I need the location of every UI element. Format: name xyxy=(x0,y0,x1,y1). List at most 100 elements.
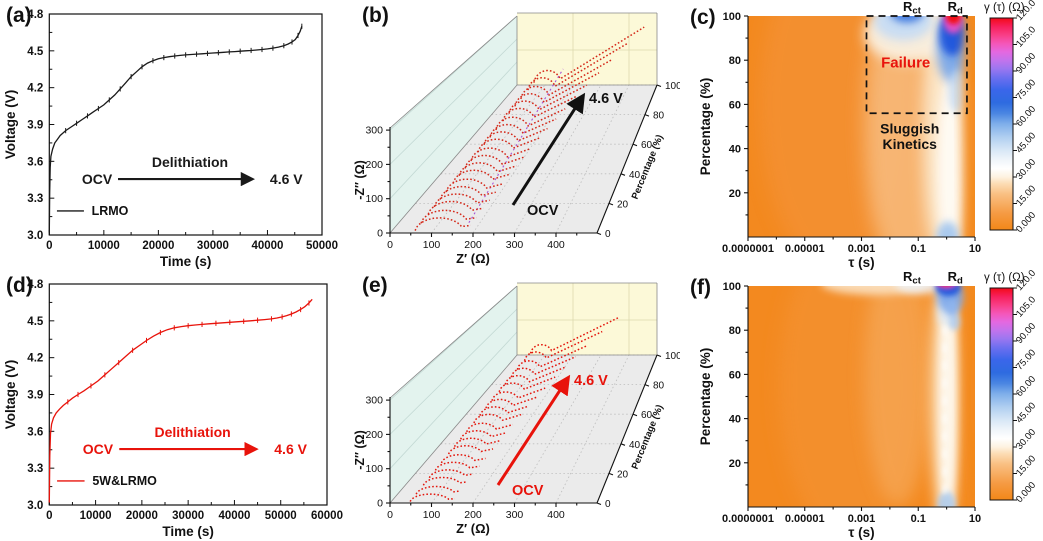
box-edges xyxy=(389,282,658,504)
legend-label: 5W&LRMO xyxy=(92,474,157,488)
eis-curve-pct-11 xyxy=(427,200,484,215)
heatmap-blob-12 xyxy=(936,221,960,237)
legend: 5W&LRMO xyxy=(57,474,157,488)
eis-curve-pct-74 xyxy=(502,95,577,122)
eis-curve-pct-79 xyxy=(504,366,566,385)
y-tick-label: 3.6 xyxy=(27,426,43,438)
y-tick-label: 60 xyxy=(729,369,741,381)
eis-curve-pct-21 xyxy=(439,185,496,200)
peak-label-d: Rd xyxy=(948,270,963,287)
eis-curve-pct-26 xyxy=(445,178,503,193)
y-tick-label: 100 xyxy=(365,463,383,475)
x-tick-label: 200 xyxy=(464,509,482,521)
eis-curve-pct-58 xyxy=(483,127,548,145)
annotation-ocv: OCV xyxy=(83,441,114,457)
series-markers xyxy=(67,300,310,405)
annotation-sluggish-kinetics: Kinetics xyxy=(882,136,937,152)
y-axis-label: Voltage (V) xyxy=(3,360,18,430)
x-tick-label: 10 xyxy=(969,243,981,255)
x-tick-label: 0.0000001 xyxy=(722,243,774,255)
eis-curve-pct-0 xyxy=(414,217,471,231)
panel-f-drt-heatmap: 0.0000001 0.00001 0.001 0.1 10 20 40 60 80 100 τ (… xyxy=(698,270,1038,540)
y-tick-label: 300 xyxy=(365,125,383,137)
x-axis-label: τ (s) xyxy=(848,525,874,540)
y-tick-label: 3.0 xyxy=(27,500,43,512)
panel-label-f: (f) xyxy=(690,276,711,299)
y-tick-label: 3.3 xyxy=(27,193,43,205)
colorbar-tick-label: 105.0 xyxy=(1014,24,1038,49)
colorbar: γ (τ) (Ω) 0.00015.0030.0045.0060.0075.009… xyxy=(984,0,1038,235)
heatmap-speckle xyxy=(942,430,947,442)
eis-curve-pct-16 xyxy=(433,193,490,208)
panel-label-a: (a) xyxy=(6,4,32,27)
y-axis-label: Percentage (%) xyxy=(698,348,713,446)
heatmap-speckle xyxy=(942,342,947,354)
y-tick-label: 100 xyxy=(723,11,741,23)
x-tick-label: 30000 xyxy=(172,510,204,522)
heatmap-blob-11 xyxy=(948,312,961,331)
floor xyxy=(390,85,657,233)
panel-label-e: (e) xyxy=(362,274,388,297)
y-tick-label: 40 xyxy=(729,144,741,156)
y-axis-label: Voltage (V) xyxy=(3,90,18,160)
eis-curve-pct-100 xyxy=(533,26,645,83)
x-tick-label: 20000 xyxy=(126,510,158,522)
eis-curve-pct-63 xyxy=(489,118,557,138)
colorbar-tick-label: 75.00 xyxy=(1014,77,1038,102)
y-tick-label: 0 xyxy=(377,228,383,240)
peak-label-d: Rd xyxy=(948,0,963,17)
nyquist-curves xyxy=(414,26,645,231)
plot-c: 0.0000001 0.00001 0.001 0.1 10 20 40 60 80 100 τ (… xyxy=(698,0,1038,270)
colorbar-tick-label: 90.00 xyxy=(1014,51,1038,76)
panel-label-b: (b) xyxy=(362,4,389,27)
y-tick-label: 200 xyxy=(365,159,383,171)
eis-curve-pct-37 xyxy=(453,437,500,447)
x-axis-label: Time (s) xyxy=(160,254,212,269)
annotation-arrow xyxy=(511,92,586,206)
annotation-delithiation: Delithiation xyxy=(152,154,228,170)
x-tick-label: 0.00001 xyxy=(785,243,825,255)
guide-line xyxy=(468,68,564,223)
plot-box xyxy=(48,283,328,506)
colorbar-tick-label: 105.0 xyxy=(1014,294,1038,319)
z-tick-label: 40 xyxy=(629,170,641,181)
plot-e: 0 100 200 300 400 0 100 200 300 0 20 40 60 80 100 Z′ (Ω… xyxy=(353,282,680,536)
colorbar-tick-label: 60.00 xyxy=(1014,104,1038,129)
y-tick-label: 3.0 xyxy=(27,230,43,242)
failure-region-box xyxy=(865,15,968,115)
eis-curve-pct-95 xyxy=(523,330,603,361)
backwall-grid xyxy=(517,283,657,355)
heatmap-blob-14 xyxy=(964,286,975,507)
wall-back xyxy=(517,283,657,355)
eis-curve-pct-21 xyxy=(434,461,480,471)
y-tick-label: 4.2 xyxy=(27,353,43,365)
heatmap-blob-13 xyxy=(937,491,956,507)
colorbar-tick-label: 15.00 xyxy=(1014,183,1038,208)
plot-f: 0.0000001 0.00001 0.001 0.1 10 20 40 60 80 100 τ (… xyxy=(698,270,1038,540)
eis-curve-pct-53 xyxy=(477,137,540,153)
x-tick-label: 400 xyxy=(547,239,565,251)
y-tick-label: 4.5 xyxy=(27,46,44,58)
panel-d-voltage-chart: 0 10000 20000 30000 40000 50000 60000 3.0 3.3 3.6… xyxy=(3,279,343,539)
y-tick-label: 60 xyxy=(729,99,741,111)
x-tick-label: 10000 xyxy=(88,240,120,252)
x-tick-label: 20000 xyxy=(142,240,174,252)
eis-curve-pct-26 xyxy=(440,454,486,464)
z-tick-label: 40 xyxy=(629,440,641,451)
y-tick-label: 80 xyxy=(729,55,741,67)
annotation-failure: Failure xyxy=(881,54,930,71)
z-tick-label: 80 xyxy=(653,381,665,392)
colorbar-title: γ (τ) (Ω) xyxy=(984,272,1025,284)
annotation-ocv: OCV xyxy=(512,483,544,499)
x-tick-label: 0.001 xyxy=(848,513,876,525)
heatmap-blob-8 xyxy=(948,69,966,114)
heatmap-blob-12 xyxy=(946,300,959,316)
heatmap-blob-13 xyxy=(964,16,975,237)
axes xyxy=(744,285,976,511)
heatmap-blob-8 xyxy=(935,286,962,296)
heatmap-blob-9 xyxy=(937,286,956,289)
y-tick-label: 200 xyxy=(365,429,383,441)
x-axis-label: Time (s) xyxy=(162,524,214,539)
x-tick-label: 60000 xyxy=(311,510,343,522)
annotation-target-voltage: 4.6 V xyxy=(274,441,307,457)
